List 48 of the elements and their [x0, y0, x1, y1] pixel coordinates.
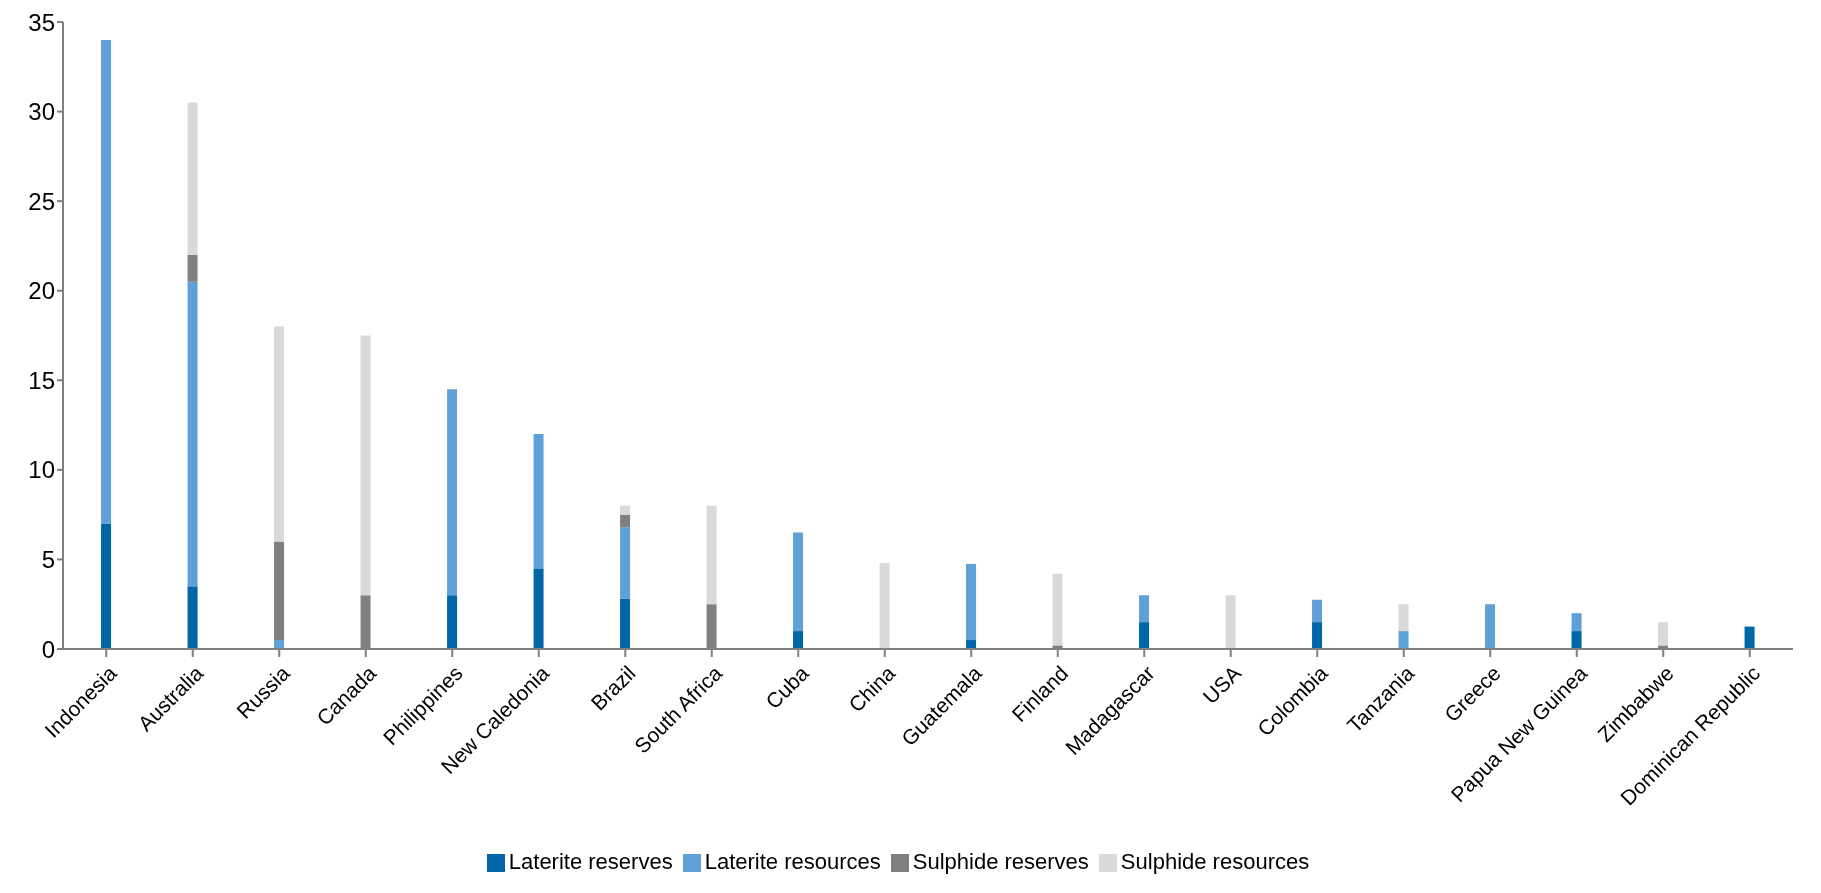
bar	[360, 335, 371, 596]
bar	[1225, 595, 1236, 649]
bar	[706, 505, 717, 605]
bar	[187, 254, 198, 282]
bar	[187, 281, 198, 587]
bar	[1658, 622, 1669, 646]
bar	[620, 527, 631, 599]
bar	[1139, 595, 1150, 623]
bar	[620, 505, 631, 515]
bar	[533, 434, 544, 569]
y-tick-label: 35	[28, 8, 55, 36]
y-tick-label: 15	[28, 366, 55, 394]
bar	[187, 586, 198, 649]
bar	[187, 102, 198, 255]
y-tick-label: 5	[41, 545, 55, 573]
bar	[1398, 604, 1409, 632]
bar	[101, 39, 112, 524]
bar	[1312, 622, 1323, 649]
bar	[879, 563, 890, 649]
y-tick-label: 30	[28, 98, 55, 126]
bar	[1571, 631, 1582, 649]
bar	[533, 568, 544, 649]
y-tick-label: 0	[41, 635, 55, 663]
bar	[1398, 631, 1409, 649]
bar	[447, 389, 458, 596]
bar	[793, 532, 804, 632]
y-tick-label: 10	[28, 456, 55, 484]
bar	[274, 326, 285, 542]
legend-label: Laterite reserves	[508, 849, 673, 874]
legend-label: Sulphide resources	[1120, 849, 1310, 874]
legend-label: Sulphide reserves	[912, 849, 1089, 874]
bar	[447, 595, 458, 649]
bar	[1571, 613, 1582, 632]
bar	[620, 514, 631, 528]
bar	[1052, 573, 1063, 646]
y-tick-label: 20	[28, 277, 55, 305]
bar	[1312, 599, 1323, 623]
bar	[1485, 604, 1496, 649]
x-tick-label: USA	[1198, 661, 1246, 709]
y-tick-label: 25	[28, 187, 55, 215]
legend-label: Laterite resources	[704, 849, 881, 874]
bar	[1744, 626, 1755, 649]
bar	[274, 541, 285, 641]
bar	[793, 631, 804, 649]
bar	[620, 598, 631, 649]
bar	[101, 523, 112, 649]
bar	[1139, 622, 1150, 649]
bar	[966, 563, 977, 641]
